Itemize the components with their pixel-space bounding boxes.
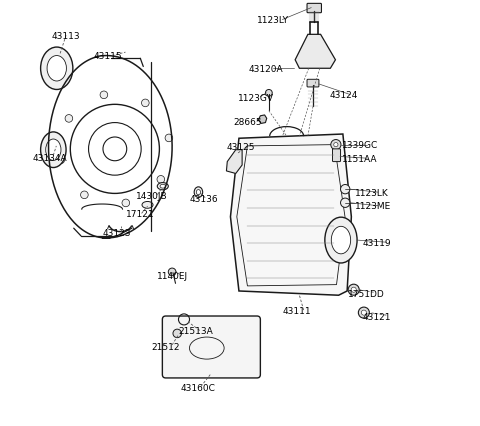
- Text: 1751DD: 1751DD: [348, 289, 385, 298]
- Circle shape: [165, 135, 173, 142]
- Circle shape: [100, 92, 108, 99]
- Ellipse shape: [47, 56, 66, 82]
- Polygon shape: [295, 35, 336, 69]
- Circle shape: [65, 115, 72, 123]
- Polygon shape: [230, 135, 351, 296]
- Circle shape: [57, 157, 65, 164]
- Text: 17121: 17121: [125, 210, 154, 219]
- Text: 43120A: 43120A: [249, 65, 283, 74]
- Circle shape: [351, 288, 356, 293]
- Text: 1123LY: 1123LY: [257, 16, 289, 25]
- Text: 1140EJ: 1140EJ: [157, 271, 189, 280]
- Ellipse shape: [194, 187, 203, 198]
- Text: 21513A: 21513A: [179, 326, 213, 335]
- FancyBboxPatch shape: [162, 316, 260, 378]
- Circle shape: [157, 176, 165, 184]
- Text: 43160C: 43160C: [180, 383, 216, 392]
- FancyBboxPatch shape: [307, 80, 319, 88]
- Text: 1151AA: 1151AA: [342, 154, 377, 163]
- Circle shape: [340, 199, 350, 208]
- Ellipse shape: [196, 190, 201, 195]
- Polygon shape: [258, 115, 267, 124]
- Ellipse shape: [46, 140, 61, 161]
- Text: 43119: 43119: [363, 238, 392, 247]
- Text: 1430JB: 1430JB: [136, 192, 168, 201]
- Ellipse shape: [41, 132, 66, 168]
- Ellipse shape: [325, 218, 357, 263]
- Ellipse shape: [331, 227, 350, 254]
- Circle shape: [265, 90, 272, 97]
- Text: 43136: 43136: [189, 195, 218, 204]
- Circle shape: [142, 100, 149, 107]
- Text: 43125: 43125: [227, 143, 255, 152]
- Ellipse shape: [142, 202, 153, 209]
- Circle shape: [361, 311, 366, 315]
- Text: 1123ME: 1123ME: [355, 202, 391, 211]
- Text: 1123LK: 1123LK: [355, 188, 388, 197]
- Text: 43113: 43113: [51, 32, 80, 40]
- Text: 43123: 43123: [102, 228, 131, 237]
- Ellipse shape: [157, 183, 168, 190]
- Circle shape: [359, 308, 370, 318]
- Text: 43134A: 43134A: [32, 153, 67, 162]
- Text: 28665: 28665: [234, 118, 262, 127]
- Polygon shape: [227, 150, 242, 174]
- Ellipse shape: [41, 48, 73, 90]
- Text: 1123GV: 1123GV: [238, 93, 274, 102]
- Circle shape: [81, 192, 88, 199]
- Text: 43115: 43115: [94, 52, 122, 61]
- Circle shape: [334, 143, 338, 147]
- Text: 43124: 43124: [329, 91, 358, 100]
- Text: 43111: 43111: [282, 307, 311, 316]
- FancyBboxPatch shape: [333, 150, 340, 162]
- Ellipse shape: [160, 185, 166, 189]
- Circle shape: [168, 268, 176, 276]
- Circle shape: [331, 140, 341, 150]
- Circle shape: [173, 329, 181, 338]
- Text: 43121: 43121: [363, 312, 392, 321]
- FancyBboxPatch shape: [307, 4, 322, 14]
- Text: 1339GC: 1339GC: [342, 141, 378, 150]
- Circle shape: [122, 200, 130, 207]
- Text: 21512: 21512: [151, 342, 180, 351]
- Circle shape: [340, 185, 350, 194]
- Circle shape: [348, 285, 359, 296]
